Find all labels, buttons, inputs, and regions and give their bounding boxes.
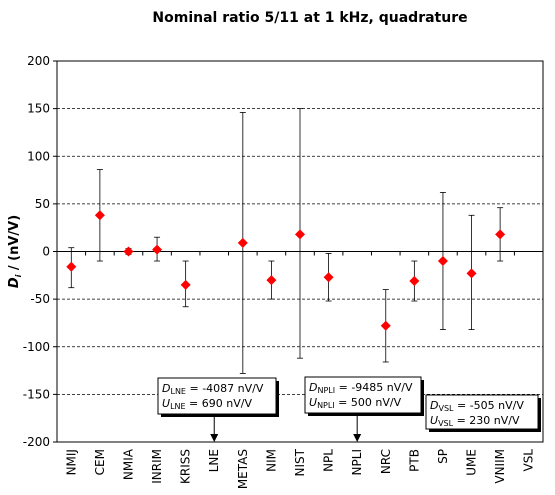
data-point (180, 279, 191, 290)
x-tick-label: NPL (322, 449, 336, 472)
data-point (237, 237, 248, 248)
data-point (466, 268, 477, 279)
y-tick-label: -100 (23, 340, 50, 354)
y-tick-label: 50 (35, 197, 50, 211)
x-tick-label: NMIJ (64, 449, 78, 475)
annotation-u-line: UVSL = 230 nV/V (430, 414, 520, 428)
y-axis-label: Di / (nV/V) (7, 215, 23, 288)
annotation-d-line: DLNE = -4087 nV/V (162, 382, 264, 396)
y-tick-label: 0 (42, 245, 50, 259)
x-tick-label: UME (465, 449, 479, 476)
data-point (66, 261, 77, 272)
annotation-arrow-head (210, 434, 219, 442)
y-tick-label: 100 (27, 149, 50, 163)
data-point (94, 210, 105, 221)
x-tick-label: KRISS (179, 449, 193, 484)
data-point (323, 272, 334, 283)
annotation-box (157, 377, 277, 415)
data-point (409, 276, 420, 287)
x-tick-label: NPLI (350, 449, 364, 475)
x-tick-label: LNE (207, 449, 221, 472)
x-tick-label: NRC (379, 449, 393, 474)
x-tick-label: PTB (407, 449, 421, 472)
data-point (495, 229, 506, 240)
y-tick-label: -150 (23, 387, 50, 401)
data-point (437, 256, 448, 267)
x-tick-label: CEM (93, 449, 107, 475)
data-point (152, 244, 163, 255)
x-tick-label: INRIM (150, 449, 164, 484)
annotation-box (425, 394, 539, 430)
data-point (266, 275, 277, 286)
x-tick-label: NIM (264, 449, 278, 472)
data-point (123, 246, 134, 257)
y-tick-label: -200 (23, 435, 50, 449)
y-tick-label: -50 (30, 292, 50, 306)
data-point (380, 320, 391, 331)
annotation-u-line: UNPLI = 500 nV/V (309, 396, 402, 410)
x-tick-label: NMIA (121, 448, 135, 480)
x-tick-label: METAS (236, 449, 250, 489)
data-point (295, 229, 305, 240)
annotation-d-line: DNPLI = -9485 nV/V (309, 381, 413, 395)
x-tick-label: SP (436, 449, 450, 464)
annotation-box (304, 376, 422, 414)
annotation-u-line: ULNE = 690 nV/V (162, 397, 252, 411)
x-tick-label: NIST (293, 448, 307, 476)
x-tick-label: VNIIM (493, 449, 507, 484)
y-tick-label: 150 (27, 102, 50, 116)
annotation-d-line: DVSL = -505 nV/V (430, 399, 524, 413)
chart-title: Nominal ratio 5/11 at 1 kHz, quadrature (152, 10, 467, 26)
x-tick-label: VSL (522, 449, 536, 472)
y-tick-label: 200 (27, 54, 50, 68)
annotation-arrow-head (353, 434, 362, 442)
